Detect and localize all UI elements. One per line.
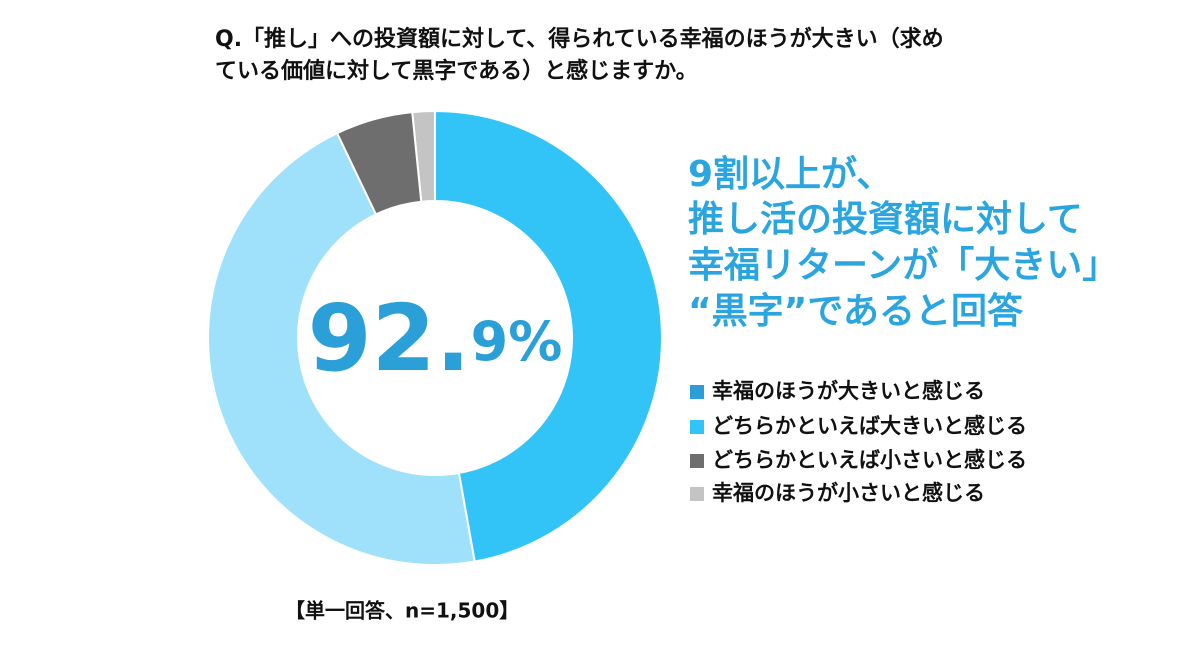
legend-label: 幸福のほうが小さいと感じる [712,481,985,505]
note: 【単一回答、n=1,500】 [285,599,519,623]
legend-label: 幸福のほうが大きいと感じる [712,379,985,403]
callout-line: 9割以上が、 [688,154,892,195]
legend-label: どちらかといえば大きいと感じる [712,414,1027,438]
donut-segment [434,109,663,563]
title-line: Q.「推し」への投資額に対して、得られている幸福のほうが大きい（求め [215,26,944,52]
center-label: 92.9% [308,285,563,392]
donut-segment [207,131,476,566]
center-main: 92. [308,285,471,392]
donut-segment [335,111,423,216]
callout-line: 推し活の投資額に対して [688,199,1083,240]
legend-swatch [690,454,704,468]
legend-swatch [690,487,704,501]
legend-label: どちらかといえば小さいと感じる [712,448,1027,472]
legend-swatch [690,420,704,434]
callout-line: 幸福リターンが「大きい」 [688,245,1118,286]
center-rest: 9% [471,310,563,373]
legend-swatch [690,385,704,399]
callout-line: “黒字”であると回答 [688,291,1024,332]
title-line: ている価値に対して黒字である）と感じますか。 [215,58,698,84]
